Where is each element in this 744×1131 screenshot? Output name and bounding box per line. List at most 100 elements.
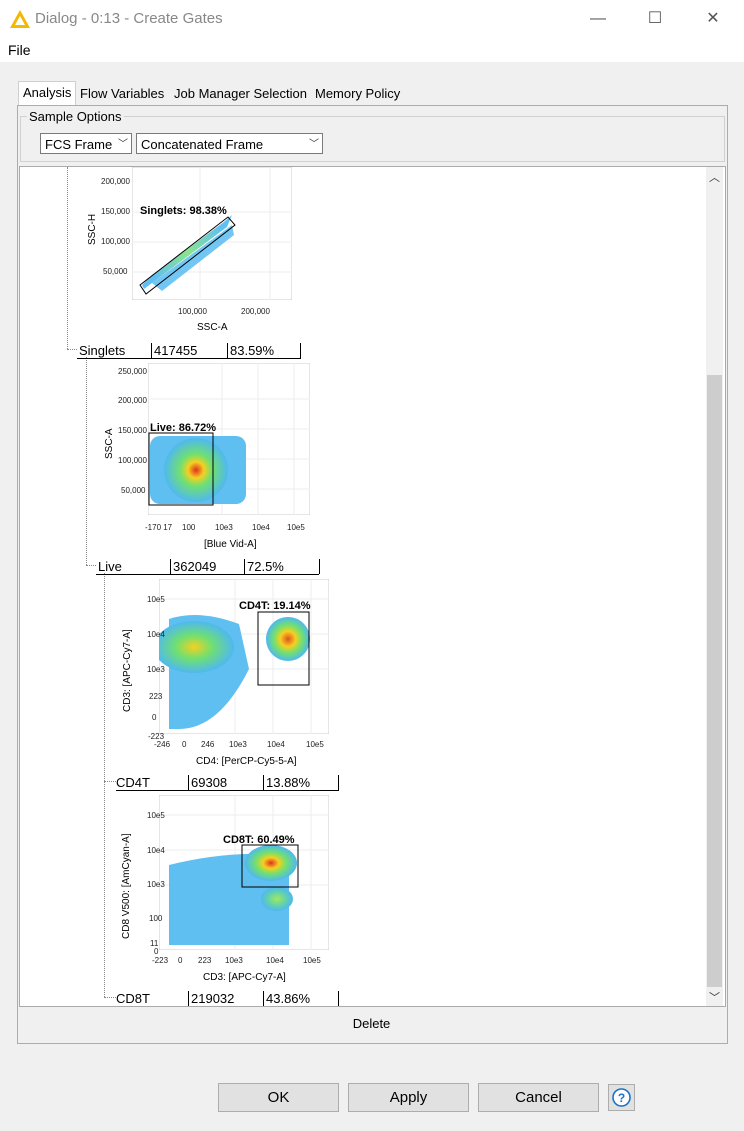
close-button[interactable]: ✕ [706,10,720,27]
y-tick: 150,000 [101,207,130,216]
scroll-up-icon[interactable]: ︿ [709,172,720,184]
y-tick: 10e4 [147,846,165,855]
tab-job-manager-selection[interactable]: Job Manager Selection [174,86,307,101]
y-tick: 10e4 [147,630,165,639]
scrollbar-thumb[interactable] [707,375,722,987]
y-tick: 10e5 [147,595,165,604]
x-tick: 0 [178,956,183,965]
cancel-button[interactable]: Cancel [478,1083,599,1112]
gate-percent: 83.59% [227,343,301,358]
tree-connector [104,997,116,998]
scroll-down-icon[interactable]: ﹀ [709,992,720,1004]
y-tick: 10e5 [147,811,165,820]
y-tick: 0 [152,713,157,722]
y-axis-label: SSC-A [104,428,115,459]
analysis-panel: Sample Options FCS Frame ﹀ Concatenated … [17,105,728,1044]
help-glyph: ? [618,1091,625,1105]
gate-name: CD4T [116,775,150,790]
chevron-down-icon: ﹀ [118,139,128,150]
sample-options-legend: Sample Options [27,109,124,124]
y-tick: 150,000 [118,426,147,435]
tab-analysis[interactable]: Analysis [18,81,77,108]
gate-row-live[interactable]: Live 362049 72.5% [96,559,320,575]
x-tick: 10e3 [225,956,243,965]
x-tick: 10e4 [266,956,284,965]
x-tick: 223 [198,956,212,965]
maximize-button[interactable]: ☐ [647,10,663,27]
tree-connector [67,349,77,350]
gate-row-cd4t[interactable]: CD4T 69308 13.88% [116,775,339,791]
x-tick: 10e3 [229,740,247,749]
x-tick: 10e3 [215,523,233,532]
scatter-plot-live [148,363,310,515]
x-tick: 10e4 [267,740,285,749]
scatter-plot-cd4t [159,579,329,734]
gate-row-cd8t[interactable]: CD8T 219032 43.86% [116,991,339,1006]
gate-name: CD8T [116,991,150,1006]
y-tick: 100 [149,914,163,923]
tree-connector [104,781,116,782]
gate-percent: 43.86% [263,991,339,1006]
y-tick: 100,000 [101,237,130,246]
scatter-plot-singlets [132,167,292,300]
y-tick: 10e3 [147,665,165,674]
x-tick: -170 17 [145,523,173,532]
gate-name: Live [98,559,122,574]
help-button[interactable]: ? [608,1084,635,1111]
y-tick: 10e3 [147,880,165,889]
gate-label-cd8t: CD8T: 60.49% [223,834,295,846]
gate-label-live: Live: 86.72% [150,422,217,434]
concat-frame-select-value: Concatenated Frame [141,137,264,152]
x-tick: 10e5 [303,956,321,965]
gates-scroll-area[interactable]: 200,000 150,000 100,000 50,000 100,000 2… [19,166,726,1007]
gate-count: 362049 [170,559,245,574]
y-tick: 250,000 [118,367,147,376]
tree-connector [104,573,105,997]
gate-count: 69308 [188,775,262,790]
x-tick: 10e4 [252,523,270,532]
x-tick: -246 [154,740,171,749]
y-axis-label: CD3: [APC-Cy7-A] [122,629,133,712]
tab-flow-variables[interactable]: Flow Variables [80,86,165,101]
chevron-down-icon: ﹀ [309,139,319,150]
ok-button[interactable]: OK [218,1083,339,1112]
scatter-plot-cd8t [159,795,329,950]
frame-select-value: FCS Frame [45,137,113,152]
apply-button[interactable]: Apply [348,1083,469,1112]
gate-label-cd4t: CD4T: 19.14% [239,600,311,612]
sample-options-group: Sample Options FCS Frame ﹀ Concatenated … [20,109,725,162]
frame-select[interactable]: FCS Frame ﹀ [40,133,132,154]
x-axis-label: CD3: [APC-Cy7-A] [203,972,286,983]
minimize-button[interactable]: — [590,10,606,27]
menu-bar: File [0,38,744,62]
knime-logo-icon [10,10,30,28]
y-tick: 200,000 [101,177,130,186]
y-tick: 200,000 [118,396,147,405]
y-tick: -223 [148,732,165,741]
tree-connector [86,565,96,566]
window-title: Dialog - 0:13 - Create Gates [35,10,223,27]
x-tick: 100 [182,523,196,532]
x-tick: -223 [152,956,169,965]
gate-percent: 72.5% [244,559,320,574]
menu-file[interactable]: File [8,42,31,58]
x-tick: 200,000 [241,307,270,316]
gate-label-singlets: Singlets: 98.38% [140,205,227,217]
vertical-scrollbar[interactable]: ︿ ﹀ [706,167,723,1006]
tree-connector [67,167,68,349]
tree-connector [86,357,87,565]
x-tick: 10e5 [306,740,324,749]
x-tick: 10e5 [287,523,305,532]
tab-memory-policy[interactable]: Memory Policy [315,86,401,101]
delete-button[interactable]: Delete [352,1016,391,1031]
x-axis-label: CD4: [PerCP-Cy5-5-A] [196,756,297,767]
gate-count: 219032 [188,991,262,1006]
concat-frame-select[interactable]: Concatenated Frame ﹀ [136,133,323,154]
x-axis-label: [Blue Vid-A] [204,539,257,550]
y-tick: 223 [149,692,163,701]
y-tick: 50,000 [103,267,128,276]
gate-count: 417455 [151,343,226,358]
x-axis-label: SSC-A [197,322,228,333]
title-bar: Dialog - 0:13 - Create Gates — ☐ ✕ [0,0,744,38]
gate-row-singlets[interactable]: Singlets 417455 83.59% [77,343,301,359]
